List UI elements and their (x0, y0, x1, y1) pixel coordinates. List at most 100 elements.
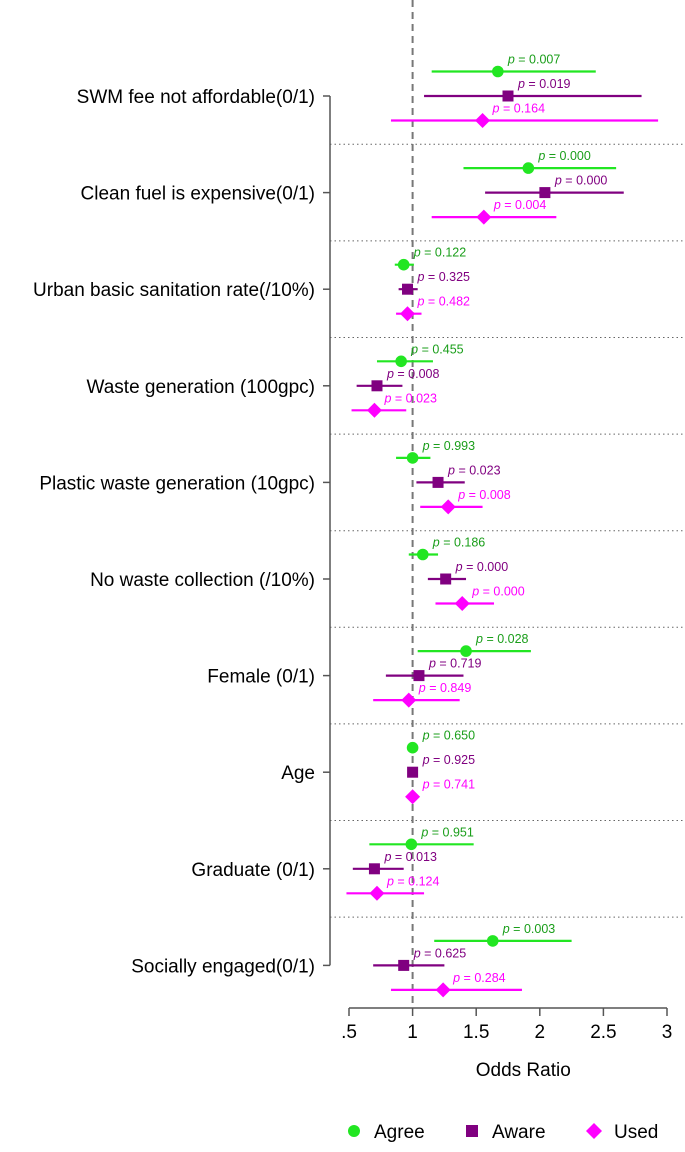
p-equals: = (424, 270, 438, 284)
p-symbol: p (537, 149, 545, 163)
p-value-label: p = 0.951 (420, 825, 474, 839)
x-tick-label: .5 (341, 1022, 357, 1043)
point-marker (492, 65, 504, 78)
p-value-label: p = 0.007 (507, 53, 561, 67)
point-marker (407, 766, 419, 778)
row-separators (330, 143, 685, 918)
legend-item-agree: Agree (348, 1122, 425, 1143)
point-marker (402, 283, 414, 295)
p-value-label: p = 0.023 (447, 463, 501, 477)
p-value-label: p = 0.325 (417, 270, 471, 284)
legend-item-aware: Aware (466, 1122, 546, 1143)
p-value-label: p = 0.741 (422, 778, 476, 792)
legend-label: Agree (374, 1122, 425, 1143)
point-marker (539, 187, 551, 199)
estimate-used: p = 0.849 (373, 681, 471, 708)
p-value: 0.164 (514, 102, 545, 116)
p-value-label: p = 0.849 (418, 681, 472, 695)
p-symbol: p (422, 439, 430, 453)
y-axis-labels: SWM fee not affordable(0/1) Clean fuel is… (33, 87, 315, 977)
estimate-aware: p = 0.925 (407, 753, 475, 778)
point-marker (440, 499, 456, 515)
estimate-agree: p = 0.650 (406, 729, 476, 754)
p-value: 0.019 (539, 77, 570, 91)
p-equals: = (430, 753, 444, 767)
estimate-used: p = 0.124 (346, 874, 440, 901)
point-marker (522, 162, 535, 174)
p-value: 0.023 (406, 391, 437, 405)
point-marker (369, 885, 385, 901)
point-marker (435, 982, 451, 998)
p-equals: = (426, 681, 440, 695)
estimate-agree: p = 0.007 (431, 53, 596, 78)
p-symbol: p (417, 295, 425, 309)
p-equals: = (465, 488, 479, 502)
p-value: 0.008 (479, 488, 510, 502)
p-value: 0.122 (435, 246, 466, 260)
p-symbol: p (420, 825, 428, 839)
p-equals: = (510, 922, 524, 936)
p-value: 0.719 (450, 657, 481, 671)
point-marker (406, 741, 419, 754)
p-value: 0.000 (560, 149, 591, 163)
p-equals: = (515, 53, 529, 67)
y-tick-label: Waste generation (100gpc) (87, 377, 315, 398)
point-marker (398, 959, 410, 971)
estimate-aware: p = 0.013 (352, 850, 437, 875)
p-equals: = (430, 439, 444, 453)
estimate-used: p = 0.164 (390, 102, 659, 128)
p-symbol: p (386, 367, 394, 381)
p-value-label: p = 0.013 (383, 850, 437, 864)
p-equals: = (479, 585, 493, 599)
estimate-agree: p = 0.455 (376, 342, 464, 368)
p-value: 0.186 (454, 536, 485, 550)
y-tick-label: Age (281, 763, 315, 784)
p-symbol: p (457, 488, 465, 502)
p-value: 0.455 (432, 342, 463, 356)
p-symbol: p (507, 53, 515, 67)
estimate-aware: p = 0.008 (356, 367, 440, 392)
p-value-label: p = 0.124 (386, 874, 440, 888)
legend-label: Aware (492, 1122, 546, 1143)
point-marker (401, 692, 417, 708)
point-marker (406, 452, 419, 464)
p-equals: = (440, 536, 454, 550)
p-value: 0.925 (444, 753, 475, 767)
p-value-label: p = 0.004 (493, 198, 547, 212)
p-equals: = (460, 971, 474, 985)
point-marker (502, 90, 514, 102)
y-tick-label: Graduate (0/1) (191, 860, 315, 881)
point-marker (405, 789, 421, 805)
p-equals: = (483, 632, 497, 646)
estimate-aware: p = 0.719 (385, 657, 481, 682)
x-axis-ticks: .5 1 1.5 2 2.5 3 (341, 1008, 672, 1043)
p-value-label: p = 0.000 (537, 149, 591, 163)
p-symbol: p (413, 946, 421, 960)
estimate-agree: p = 0.028 (417, 632, 531, 657)
p-value-label: p = 0.482 (417, 295, 471, 309)
point-marker (432, 476, 444, 488)
p-value: 0.023 (469, 463, 500, 477)
p-value-label: p = 0.650 (422, 729, 476, 743)
p-value: 0.951 (443, 825, 474, 839)
x-tick-label: 1.5 (463, 1022, 489, 1043)
legend-marker (348, 1125, 360, 1137)
p-equals: = (501, 198, 515, 212)
estimate-aware: p = 0.000 (427, 560, 508, 585)
y-tick-label: Female (0/1) (207, 667, 315, 688)
point-marker (475, 113, 491, 128)
estimate-agree: p = 0.000 (463, 149, 617, 174)
point-marker (440, 573, 452, 585)
estimate-agree: p = 0.951 (369, 825, 474, 851)
p-value-label: p = 0.000 (471, 585, 525, 599)
p-equals: = (455, 463, 469, 477)
estimate-aware: p = 0.019 (424, 77, 642, 102)
point-marker (400, 306, 416, 322)
estimate-agree: p = 0.993 (396, 439, 475, 464)
y-axis-ticks (323, 95, 330, 967)
point-marker (486, 935, 499, 947)
p-value-label: p = 0.122 (413, 246, 467, 260)
y-tick-label: Socially engaged(0/1) (131, 956, 315, 977)
p-equals: = (500, 102, 514, 116)
